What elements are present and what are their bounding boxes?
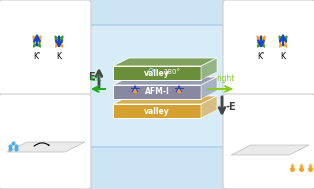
- Text: K': K': [257, 52, 265, 61]
- Polygon shape: [113, 96, 217, 104]
- Polygon shape: [289, 156, 309, 171]
- Polygon shape: [231, 145, 309, 155]
- Text: valley: valley: [144, 68, 170, 77]
- Polygon shape: [201, 77, 217, 99]
- Polygon shape: [231, 145, 309, 155]
- Polygon shape: [65, 148, 85, 163]
- Polygon shape: [201, 96, 217, 118]
- Polygon shape: [231, 155, 289, 161]
- FancyBboxPatch shape: [223, 94, 314, 189]
- Polygon shape: [7, 158, 65, 163]
- Polygon shape: [289, 151, 309, 166]
- Polygon shape: [231, 166, 289, 171]
- Text: left: left: [90, 74, 102, 83]
- FancyBboxPatch shape: [223, 0, 314, 95]
- Polygon shape: [65, 142, 85, 158]
- Polygon shape: [231, 156, 309, 166]
- Polygon shape: [113, 104, 201, 118]
- Text: AFM-I: AFM-I: [144, 88, 170, 97]
- Polygon shape: [113, 77, 217, 85]
- Text: E: E: [88, 73, 95, 83]
- Text: right: right: [216, 74, 234, 83]
- FancyBboxPatch shape: [78, 25, 236, 147]
- FancyArrowPatch shape: [34, 143, 49, 146]
- FancyBboxPatch shape: [0, 94, 91, 189]
- Text: -E: -E: [226, 101, 237, 112]
- Polygon shape: [7, 142, 85, 152]
- Text: 180°: 180°: [164, 69, 181, 75]
- Polygon shape: [7, 148, 85, 158]
- Polygon shape: [113, 85, 201, 99]
- Polygon shape: [289, 145, 309, 161]
- Text: valley: valley: [144, 106, 170, 115]
- Text: K': K': [33, 52, 41, 61]
- Polygon shape: [113, 58, 217, 66]
- Polygon shape: [7, 152, 65, 158]
- Polygon shape: [231, 161, 289, 166]
- FancyBboxPatch shape: [0, 0, 91, 95]
- Polygon shape: [65, 153, 85, 168]
- Polygon shape: [231, 151, 309, 161]
- Polygon shape: [7, 153, 85, 163]
- Polygon shape: [201, 58, 217, 80]
- Text: K: K: [280, 52, 285, 61]
- Polygon shape: [113, 66, 201, 80]
- Text: K: K: [57, 52, 62, 61]
- Polygon shape: [7, 163, 65, 168]
- Polygon shape: [7, 142, 85, 152]
- Text: ⟳: ⟳: [148, 67, 156, 77]
